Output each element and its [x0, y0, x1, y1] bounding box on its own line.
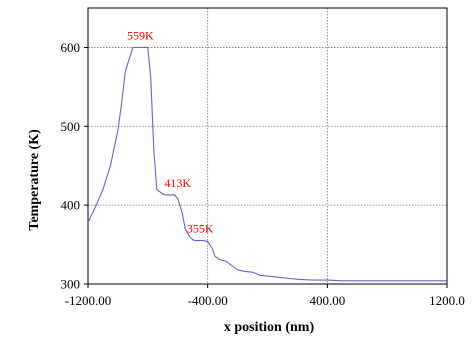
y-tick-label: 500 [61, 119, 81, 134]
y-axis-title: Temperature (K) [27, 129, 42, 231]
axes [84, 7, 448, 288]
x-tick-label: 1200.0 [429, 293, 465, 308]
x-tick-label: -1200.00 [65, 293, 112, 308]
y-tick-label: 300 [61, 277, 81, 292]
plot-frame [87, 7, 448, 285]
tick-labels: 300 400 500 600 -1200.00 -400.00 400.00 1200.0 [61, 40, 465, 308]
annotations: 559K 413K 355K [127, 28, 214, 235]
y-tick-label: 400 [61, 198, 81, 213]
grid [88, 8, 447, 284]
peak-annotation: 355K [187, 222, 214, 236]
x-tick-label: -400.00 [188, 293, 228, 308]
peak-annotation: 413K [164, 176, 191, 190]
series-layer [87, 46, 447, 282]
peak-annotation: 559K [127, 28, 154, 42]
y-tick-label: 600 [61, 40, 81, 55]
x-tick-label: 400.00 [309, 293, 345, 308]
temperature-line [87, 46, 447, 282]
x-axis-title: x position (nm) [224, 320, 315, 335]
